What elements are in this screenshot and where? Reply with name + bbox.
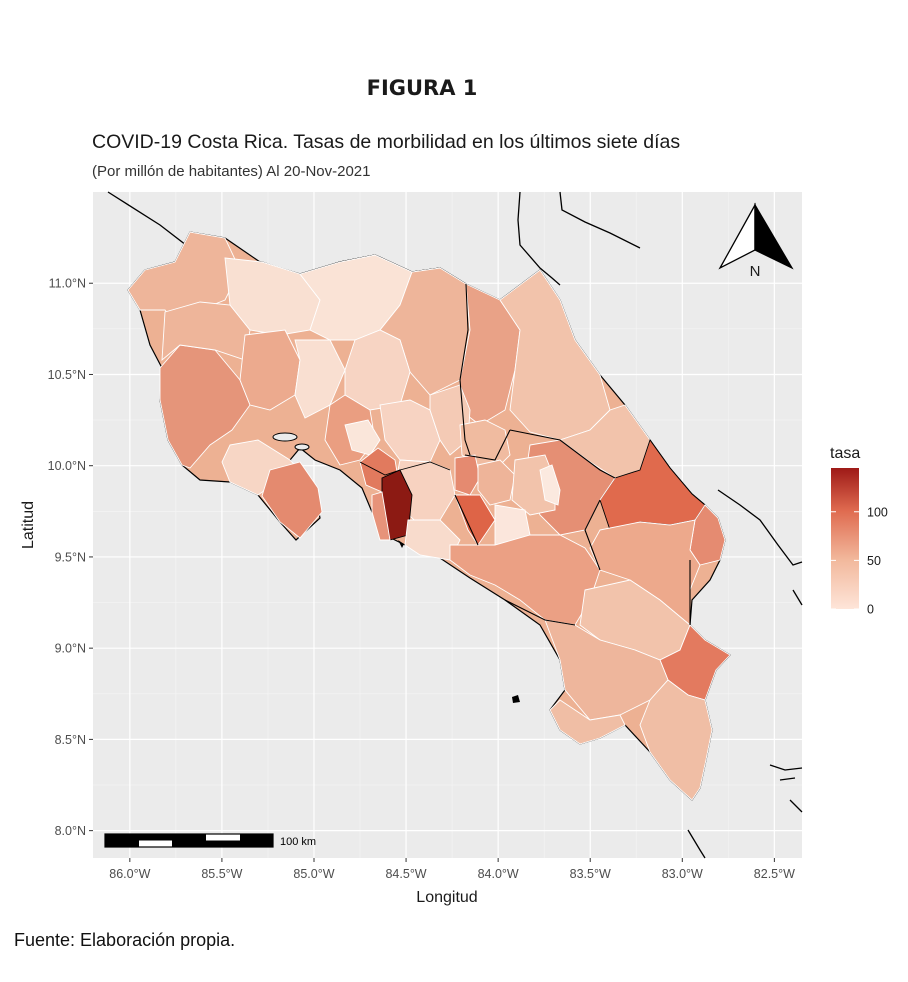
y-tick-label: 9.0°N <box>55 642 86 656</box>
region-garabito <box>371 491 391 541</box>
costa-rica-map <box>107 191 803 859</box>
chart-title: COVID-19 Costa Rica. Tasas de morbilidad… <box>92 131 681 153</box>
region-nicoya-tip <box>261 461 323 539</box>
region-san-carlos <box>344 329 411 411</box>
north-arrow: N <box>718 202 794 280</box>
x-tick-label: 82.5°W <box>754 867 795 881</box>
x-tick-label: 84.5°W <box>385 867 426 881</box>
y-tick-label: 10.5°N <box>48 368 86 382</box>
north-arrow-right <box>754 202 794 270</box>
scale-bar: 100 km <box>104 833 316 848</box>
panama-caribbean-coast <box>717 489 803 566</box>
region-tilaran <box>294 339 346 419</box>
region-esparza <box>344 419 381 456</box>
x-tick-label: 85.5°W <box>201 867 242 881</box>
legend-tick-label: 0 <box>867 603 874 617</box>
scale-bar-label: 100 km <box>280 836 316 848</box>
y-tick-label: 8.0°N <box>55 824 86 838</box>
chart-subtitle: (Por millón de habitantes) Al 20-Nov-202… <box>92 163 371 180</box>
x-axis: 86.0°W 85.5°W 85.0°W 84.5°W 84.0°W 83.5°W 83.0… <box>109 858 795 881</box>
region-paraiso <box>539 464 561 506</box>
region-san-ramon <box>379 399 441 463</box>
legend-colorbar <box>831 468 859 609</box>
figure-label: FIGURA 1 <box>366 76 478 100</box>
province-boundaries <box>454 283 691 626</box>
y-axis-label: Latitud <box>20 501 37 549</box>
region-grecia <box>429 384 471 456</box>
x-axis-label: Longitud <box>416 889 477 906</box>
y-axis: 11.0°N 10.5°N 10.0°N 9.5°N 9.0°N 8.5°N 8.0°N <box>48 277 93 838</box>
isla-del-cano <box>512 695 520 703</box>
y-tick-label: 10.0°N <box>48 459 86 473</box>
san-juan-river-line <box>559 191 641 249</box>
gulf-boundary <box>359 461 451 476</box>
x-tick-label: 83.5°W <box>570 867 611 881</box>
region-aserri <box>454 494 496 546</box>
y-tick-label: 11.0°N <box>49 277 86 291</box>
legend: tasa 0 50 100 <box>830 445 888 617</box>
x-tick-label: 83.0°W <box>662 867 703 881</box>
legend-ticks: 0 50 100 <box>831 505 888 617</box>
legend-title: tasa <box>830 445 860 462</box>
panama-islands <box>792 589 803 606</box>
region-curridabat <box>477 459 516 506</box>
x-tick-label: 85.0°W <box>293 867 334 881</box>
islet <box>398 540 404 548</box>
island-gulf <box>294 443 310 451</box>
region-san-jose <box>454 454 481 496</box>
x-tick-label: 84.0°W <box>478 867 519 881</box>
region-canas <box>239 329 301 411</box>
source-note: Fuente: Elaboración propia. <box>14 930 236 950</box>
y-tick-label: 9.5°N <box>55 550 86 564</box>
panama-pacific-coast <box>687 764 803 859</box>
legend-tick-label: 50 <box>867 554 881 568</box>
region-osa-peninsula <box>549 699 626 745</box>
x-tick-label: 86.0°W <box>109 867 150 881</box>
legend-tick-label: 100 <box>867 505 888 519</box>
y-tick-label: 8.5°N <box>55 733 86 747</box>
north-arrow-label: N <box>750 263 761 280</box>
nicaragua-caribbean-coast <box>517 191 561 286</box>
region-corredores <box>639 679 713 801</box>
island-chira <box>272 432 298 442</box>
